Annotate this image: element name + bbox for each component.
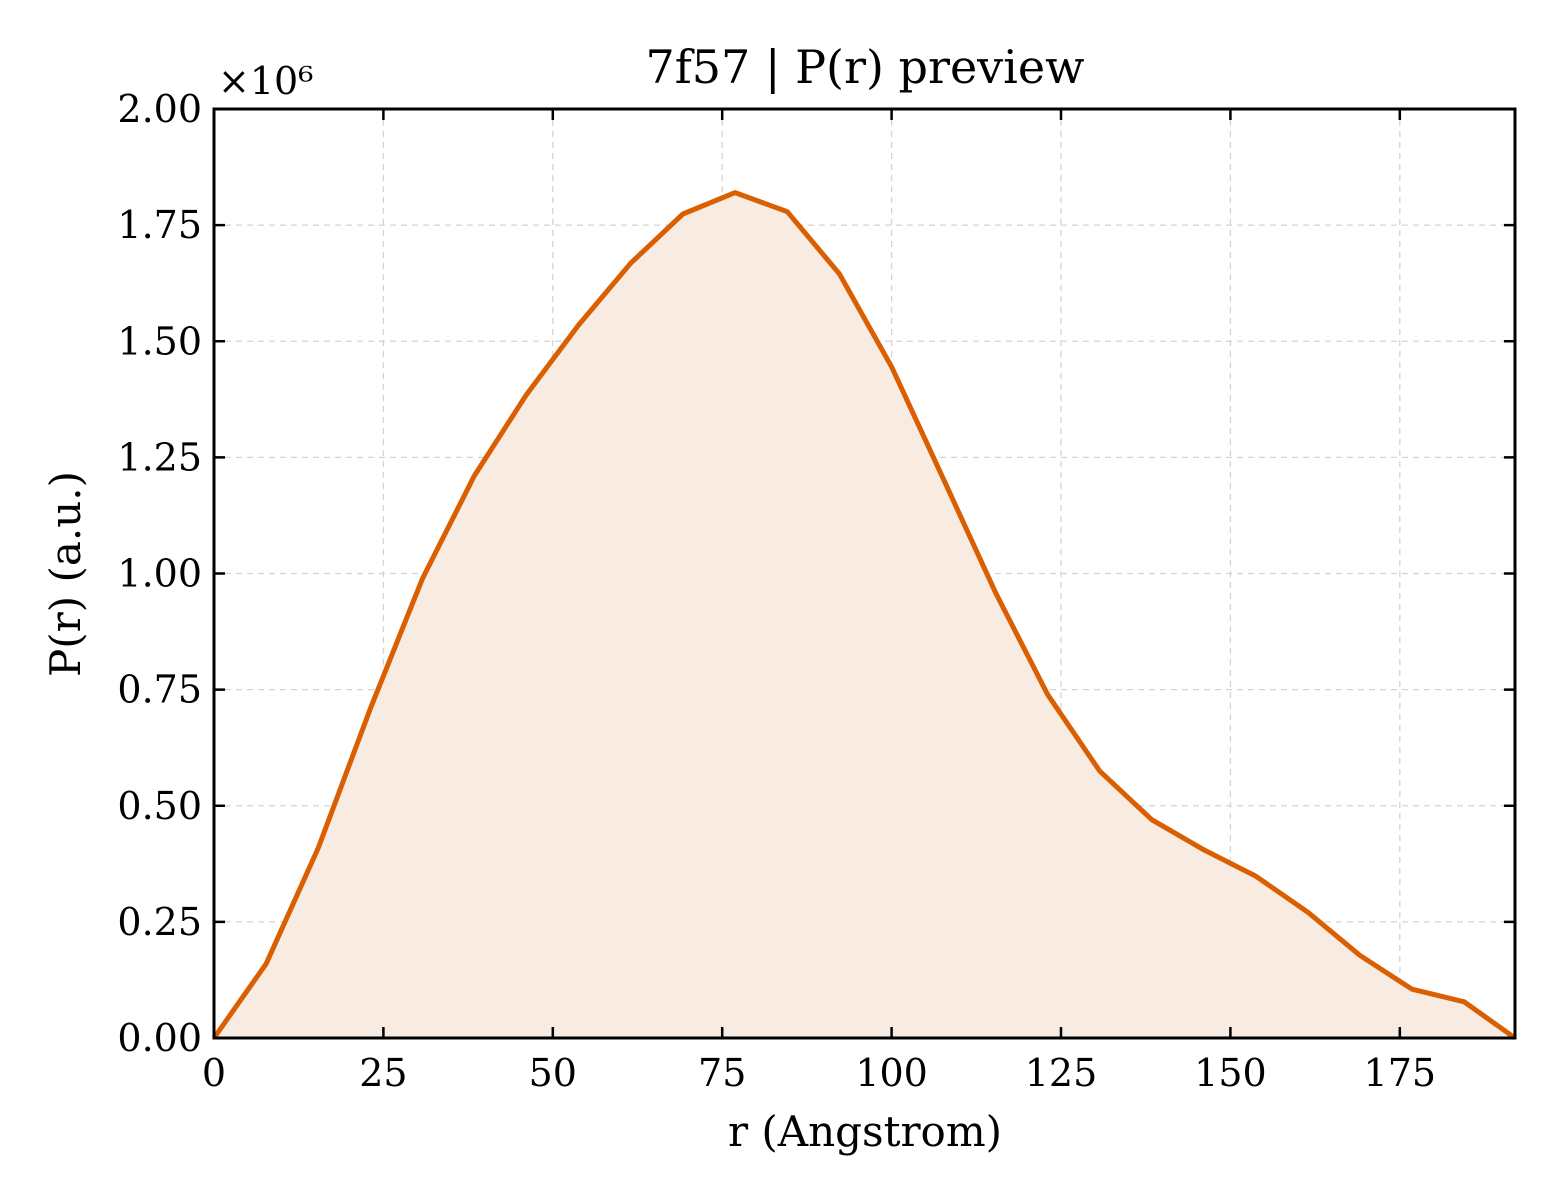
x-tick-label: 100	[855, 1051, 928, 1095]
y-multiplier-label: ×10⁶	[218, 59, 313, 103]
x-tick-label: 150	[1194, 1051, 1267, 1095]
x-tick-label: 125	[1025, 1051, 1098, 1095]
x-tick-label: 75	[698, 1051, 746, 1095]
y-tick-label: 1.75	[117, 203, 202, 247]
y-tick-label: 0.25	[117, 900, 202, 944]
y-tick-label: 1.00	[117, 552, 202, 596]
y-tick-label: 1.50	[117, 319, 202, 363]
x-tick-label: 25	[359, 1051, 407, 1095]
x-tick-label: 50	[529, 1051, 577, 1095]
y-tick-label: 1.25	[117, 435, 202, 479]
x-axis-label: r (Angstrom)	[728, 1107, 1002, 1156]
y-tick-label: 0.75	[117, 668, 202, 712]
axis-ticks: 0 25 50 75 100 125 150 175 0.00 0.25 0.50 0.75 1.00 1…	[117, 87, 1515, 1095]
series-area-fill	[214, 192, 1515, 1039]
x-tick-label: 0	[202, 1051, 226, 1095]
plot-frame	[212, 107, 1517, 1040]
chart-title: 7f57 | P(r) preview	[646, 40, 1085, 94]
y-tick-label: 0.50	[117, 784, 202, 828]
y-axis-label: P(r) (a.u.)	[41, 471, 90, 677]
series-line	[211, 190, 1517, 1041]
y-tick-label: 0.00	[117, 1016, 202, 1060]
y-tick-label: 2.00	[117, 87, 202, 131]
x-tick-label: 175	[1364, 1051, 1437, 1095]
